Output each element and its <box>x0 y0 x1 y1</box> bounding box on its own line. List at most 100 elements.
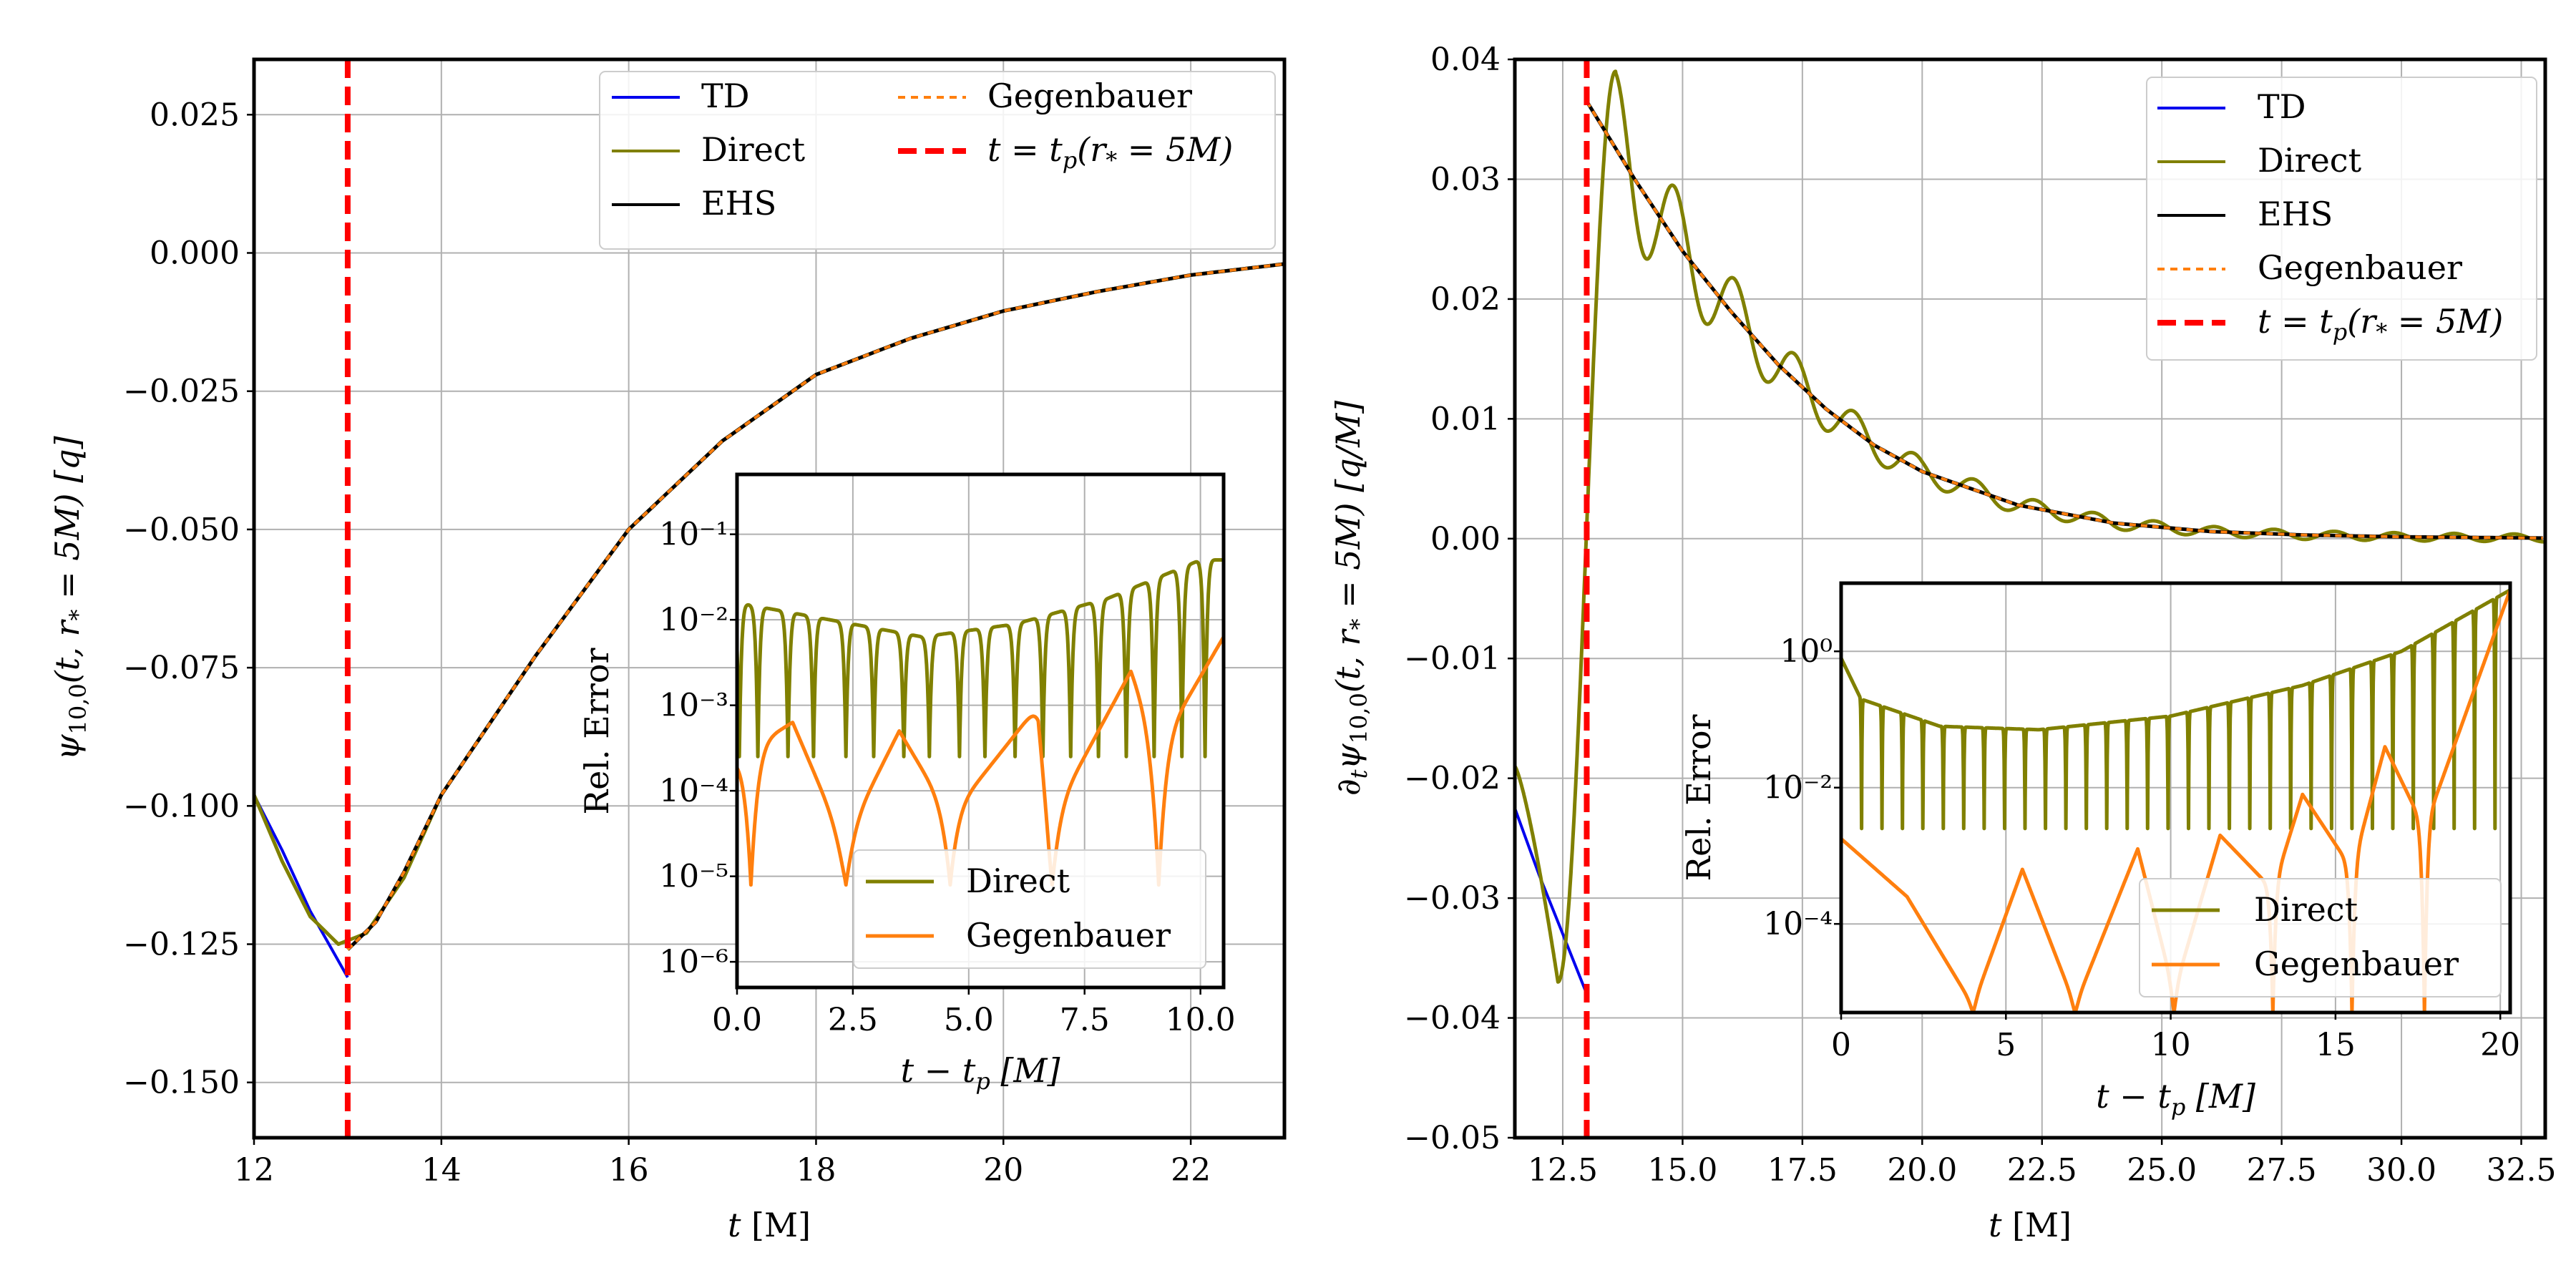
inset-ytick-label: 10⁻⁴ <box>659 773 728 809</box>
leg-a: t = t <box>987 130 1063 169</box>
legend-label: Direct <box>2258 141 2362 180</box>
legend-label: TD <box>2258 87 2306 126</box>
right-inset-xtick-label: 15 <box>2316 1027 2356 1063</box>
ylabel-star: * <box>64 610 92 621</box>
left-inset-xtick-label: 10.0 <box>1166 1002 1236 1038</box>
legend-label: TD <box>701 77 750 115</box>
right-axes-xtick-label: 17.5 <box>1767 1152 1838 1189</box>
inset-series-direct <box>737 558 1224 758</box>
ylabel-end: = 5M) [q/M] <box>1329 401 1367 619</box>
right-ytick-label: 0.02 <box>1430 281 1501 318</box>
left-inset-legend-box <box>853 849 1206 969</box>
left-ytick-label: −0.025 <box>123 374 240 410</box>
right-axes-xtick-label: 32.5 <box>2487 1152 2557 1189</box>
right-inset-xtick-label: 0 <box>1831 1027 1851 1063</box>
leg-c: = 5M) <box>1117 130 1233 169</box>
inset-ytick-label: 10⁻² <box>659 602 728 638</box>
inset-ytick-label: 10⁻³ <box>659 688 728 724</box>
left-ytick-label: −0.150 <box>123 1065 240 1101</box>
leg-b: (r <box>2347 302 2378 341</box>
left-inset-xtick-label: 0.0 <box>712 1002 762 1038</box>
right-legend-box <box>2146 77 2537 361</box>
left-axes-xtick-label: 18 <box>796 1152 836 1189</box>
ylabel-sub: 10,0 <box>1345 693 1372 743</box>
ixl-p: p <box>2171 1093 2185 1121</box>
left-legend: TD Direct EHS Gegenbauer t = tp(r* = 5M) <box>599 71 1276 250</box>
legend-label: EHS <box>701 184 776 223</box>
left-inset-xtick-label: 5.0 <box>944 1002 994 1038</box>
right-inset-xlabel: t − tp [M] <box>2096 1077 2255 1121</box>
right-ytick-label: 0.01 <box>1430 401 1501 437</box>
right-xlabel: t [M] <box>1989 1206 2072 1244</box>
ylabel-t: t <box>1345 769 1372 779</box>
left-axes-xtick-label: 22 <box>1171 1152 1211 1189</box>
right-ytick-label: −0.02 <box>1404 761 1501 797</box>
right-axes-xtick-label: 27.5 <box>2247 1152 2317 1189</box>
legend-label: EHS <box>2258 195 2333 233</box>
right-axes-xtick-label: 20.0 <box>1887 1152 1957 1189</box>
series-direct-line <box>1515 69 2545 984</box>
right-inset-xtick-label: 5 <box>1996 1027 2016 1063</box>
left-panel: 12 14 16 18 20 22 0.025 0.000 −0.025 −0.050 −0.075… <box>48 57 1287 1244</box>
inset-legend-label: Gegenbauer <box>966 916 1171 955</box>
right-inset-xtick-label: 10 <box>2151 1027 2191 1063</box>
left-ytick-label: −0.125 <box>123 927 240 963</box>
leg-star: * <box>2376 318 2387 346</box>
right-inset: 0 5 10 15 20 10⁰ 10⁻² 10⁻⁴ t − tp [M] Rel. Error D… <box>1679 581 2520 1121</box>
left-axes-xtick-label: 12 <box>234 1152 274 1189</box>
ylabel-psi: ψ <box>1329 743 1367 770</box>
right-axes-xtick-label: 12.5 <box>1528 1152 1598 1189</box>
xlabel-t: t <box>728 1206 741 1244</box>
right-ytick-label: 0.03 <box>1430 161 1501 197</box>
right-ytick-label: −0.01 <box>1404 640 1501 677</box>
ixl-u: [M] <box>990 1051 1060 1090</box>
series-gegenbauer-line <box>346 262 1284 951</box>
left-inset-xlabel: t − tp [M] <box>901 1051 1060 1095</box>
left-ytick-label: 0.000 <box>150 235 240 271</box>
left-inset-xtick-label: 2.5 <box>828 1002 878 1038</box>
left-ytick-label: 0.025 <box>150 97 240 133</box>
leg-c: = 5M) <box>2387 302 2503 341</box>
inset-series-direct <box>1841 588 2510 831</box>
right-ytick-label: −0.04 <box>1404 1000 1501 1037</box>
ylabel-star: * <box>1345 619 1372 630</box>
right-axes-xtick-label: 22.5 <box>2007 1152 2077 1189</box>
leg-a: t = t <box>2258 302 2333 341</box>
legend-label: Direct <box>701 130 806 169</box>
right-axes-frame <box>1513 57 2547 1140</box>
right-inset-ylabel: Rel. Error <box>1679 714 1718 881</box>
right-axes-xtick-label: 30.0 <box>2366 1152 2436 1189</box>
leg-p: p <box>1063 147 1077 174</box>
xlabel-t: t <box>1989 1206 2002 1244</box>
ixl-a: t − t <box>901 1051 976 1090</box>
left-inset-xtick-label: 7.5 <box>1060 1002 1110 1038</box>
legend-label-vline: t = tp(r* = 5M) <box>2258 302 2503 346</box>
left-axes-xtick-label: 14 <box>421 1152 462 1189</box>
left-axes-xtick-label: 20 <box>983 1152 1023 1189</box>
left-inset-frame <box>735 472 1226 990</box>
ylabel-end: = 5M) [q] <box>48 436 87 609</box>
ylabel-partial: ∂ <box>1329 779 1367 796</box>
inset-legend-label: Direct <box>966 862 1070 900</box>
ylabel-rest: (t, r <box>1329 628 1367 693</box>
inset-ytick-label: 10⁰ <box>1780 633 1833 670</box>
leg-star: * <box>1106 147 1117 174</box>
left-ylabel: ψ10,0(t, r* = 5M) [q] <box>48 436 92 760</box>
inset-ytick-label: 10⁻⁴ <box>1763 906 1833 942</box>
ylabel-rest: (t, r <box>48 619 87 684</box>
series-td-line <box>254 794 349 978</box>
right-ytick-label: −0.05 <box>1404 1120 1501 1156</box>
left-xlabel: t [M] <box>728 1206 811 1244</box>
inset-ytick-label: 10⁻⁵ <box>659 859 728 895</box>
right-axes-xtick-label: 15.0 <box>1647 1152 1717 1189</box>
inset-ytick-label: 10⁻² <box>1763 770 1833 806</box>
right-panel: 12.5 15.0 17.5 20.0 22.5 25.0 27.5 30.0 32.5 0.04… <box>1329 42 2556 1244</box>
ylabel-psi: ψ <box>48 734 87 761</box>
legend-label-vline: t = tp(r* = 5M) <box>987 130 1233 174</box>
xlabel-unit: [M] <box>2001 1206 2072 1244</box>
right-axes-xtick-label: 25.0 <box>2127 1152 2197 1189</box>
right-ytick-label: 0.00 <box>1430 521 1501 557</box>
right-inset-legend-box <box>2139 878 2502 997</box>
leg-p: p <box>2333 318 2347 346</box>
